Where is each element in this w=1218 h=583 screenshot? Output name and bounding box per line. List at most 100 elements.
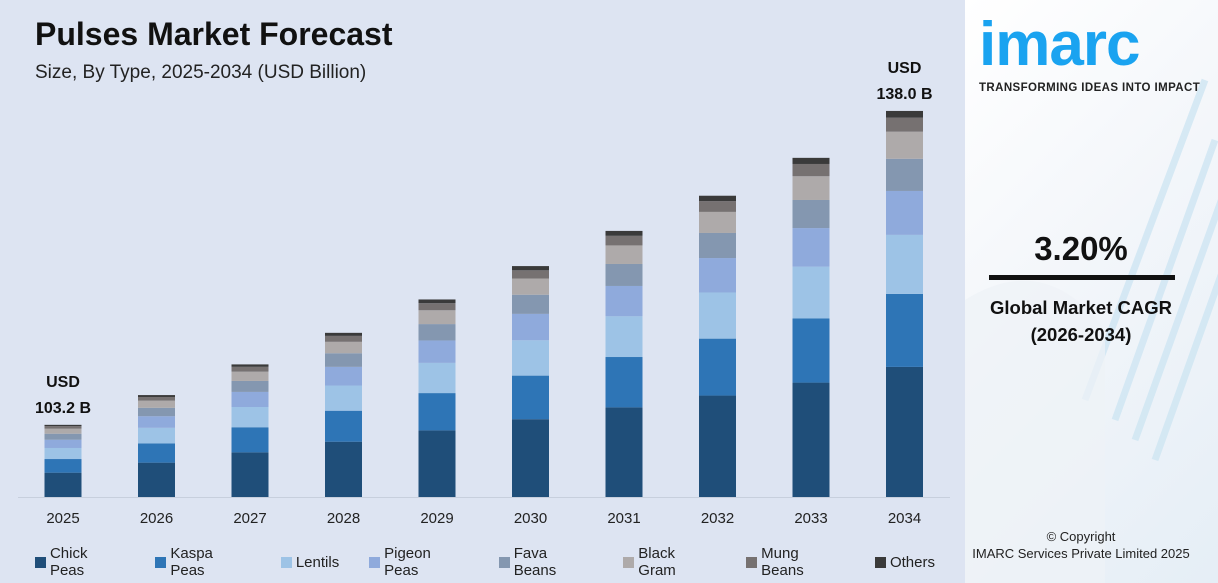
bar-segment-lentils-2029	[418, 362, 456, 394]
bar-segment-black-gram-2033	[792, 176, 830, 200]
bar-segment-mung-beans-2030	[512, 270, 549, 279]
bar-segment-lentils-2027	[231, 406, 269, 428]
legend-label: Black Gram	[638, 545, 676, 579]
cagr-divider	[989, 275, 1175, 280]
total-label-value: 138.0 B	[876, 86, 932, 103]
bar-segment-kaspa-peas-2032	[699, 338, 736, 396]
bar-segment-pigeon-peas-2032	[699, 258, 736, 293]
bar-segment-pigeon-peas-2027	[231, 391, 269, 407]
bar-segment-mung-beans-2028	[325, 335, 362, 342]
legend-label: Pigeon Peas	[384, 545, 431, 579]
imarc-logo: imarc TRANSFORMING IDEAS INTO IMPACT	[979, 10, 1209, 95]
legend-swatch	[369, 556, 381, 568]
copyright-company: IMARC Services Private Limited 2025	[972, 546, 1190, 561]
bar-segment-pigeon-peas-2034	[886, 190, 923, 235]
bar-segment-chick-peas-2030	[512, 419, 549, 497]
copyright-symbol-text: © Copyright	[1046, 529, 1116, 544]
x-tick-label: 2028	[327, 510, 360, 527]
x-tick-label: 2027	[233, 510, 266, 527]
bar-segment-kaspa-peas-2025	[44, 459, 82, 473]
bar-segment-mung-beans-2026	[138, 396, 175, 401]
cagr-label-line2: (2026-2034)	[1030, 324, 1132, 345]
legend-swatch	[155, 556, 167, 568]
legend-swatch	[623, 556, 635, 568]
x-tick-label: 2034	[888, 510, 921, 527]
bar-segment-pigeon-peas-2033	[792, 228, 830, 267]
bar-segment-kaspa-peas-2028	[325, 410, 362, 442]
copyright: © Copyright IMARC Services Private Limit…	[965, 528, 1197, 562]
bar-segment-kaspa-peas-2027	[231, 427, 269, 453]
bar-segment-fava-beans-2026	[138, 407, 175, 417]
bar-segment-fava-beans-2033	[792, 199, 830, 229]
bar-segment-mung-beans-2027	[231, 366, 269, 372]
bar-segment-chick-peas-2027	[231, 452, 269, 497]
bar-segment-pigeon-peas-2029	[418, 340, 456, 363]
bar-segment-others-2030	[512, 266, 549, 271]
legend-item-mung-beans: Mung Beans	[746, 545, 845, 579]
bar-segment-fava-beans-2031	[605, 263, 643, 286]
bar-segment-kaspa-peas-2034	[886, 293, 923, 367]
legend-swatch	[874, 556, 886, 568]
bar-segment-lentils-2025	[44, 447, 82, 460]
bar-segment-chick-peas-2026	[138, 462, 175, 497]
bar-segment-mung-beans-2029	[418, 303, 456, 311]
bar-segment-pigeon-peas-2030	[512, 313, 549, 341]
bar-segment-mung-beans-2025	[44, 426, 82, 429]
legend-item-black-gram: Black Gram	[623, 545, 716, 579]
bar-segment-fava-beans-2032	[699, 232, 736, 259]
bar-segment-others-2026	[138, 395, 175, 397]
legend-item-kaspa-peas: Kaspa Peas	[155, 545, 250, 579]
legend-swatch	[35, 556, 46, 568]
bar-segment-mung-beans-2031	[605, 235, 643, 246]
bar-segment-fava-beans-2028	[325, 353, 362, 367]
legend-label: Others	[889, 553, 935, 571]
bar-segment-lentils-2032	[699, 292, 736, 339]
bar-segment-lentils-2033	[792, 266, 830, 319]
bar-segment-kaspa-peas-2031	[605, 357, 643, 408]
bar-segment-black-gram-2030	[512, 278, 549, 295]
bar-segment-others-2028	[325, 332, 362, 336]
bar-segment-mung-beans-2034	[886, 117, 923, 132]
bar-segment-chick-peas-2034	[886, 366, 923, 497]
bar-segment-fava-beans-2029	[418, 324, 456, 341]
bar-segment-chick-peas-2029	[418, 430, 456, 497]
bar-segment-black-gram-2032	[699, 211, 736, 233]
bar-segment-lentils-2030	[512, 340, 549, 376]
legend-item-pigeon-peas: Pigeon Peas	[369, 545, 469, 579]
total-label-currency: USD	[46, 374, 80, 391]
bar-segment-others-2032	[699, 195, 736, 202]
info-panel: imarc TRANSFORMING IDEAS INTO IMPACT 3.2…	[965, 0, 1218, 583]
bar-segment-pigeon-peas-2031	[605, 285, 643, 317]
logo-tagline: TRANSFORMING IDEAS INTO IMPACT	[979, 82, 1201, 94]
bar-segment-lentils-2028	[325, 385, 362, 411]
bar-segment-pigeon-peas-2026	[138, 416, 175, 428]
bar-segment-chick-peas-2028	[325, 441, 362, 497]
chart-panel: Pulses Market Forecast Size, By Type, 20…	[18, 16, 965, 579]
bar-segment-pigeon-peas-2028	[325, 366, 362, 386]
legend-label: Kaspa Peas	[170, 545, 213, 579]
x-tick-label: 2030	[514, 510, 547, 527]
bar-segment-fava-beans-2025	[44, 433, 82, 440]
legend-item-lentils: Lentils	[280, 545, 339, 579]
x-tick-label: 2026	[140, 510, 173, 527]
x-tick-label: 2025	[46, 510, 79, 527]
bar-segment-others-2033	[792, 157, 830, 164]
chart-legend: Chick Peas Kaspa Peas Lentils Pigeon Peas Fa…	[35, 545, 965, 579]
bar-segment-black-gram-2029	[418, 310, 456, 325]
legend-swatch	[746, 556, 758, 568]
cagr-value: 3.20%	[1034, 230, 1128, 267]
logo-text: imarc	[979, 10, 1140, 79]
bar-segment-black-gram-2028	[325, 341, 362, 354]
legend-swatch	[498, 556, 510, 568]
bar-segment-others-2029	[418, 299, 456, 304]
bar-segment-black-gram-2027	[231, 371, 269, 381]
bar-segment-others-2031	[605, 230, 643, 236]
bar-segment-chick-peas-2032	[699, 395, 736, 497]
bar-segment-kaspa-peas-2033	[792, 318, 830, 383]
bar-segment-fava-beans-2027	[231, 380, 269, 392]
bar-segment-mung-beans-2032	[699, 201, 736, 212]
bar-segment-others-2034	[886, 110, 923, 118]
bar-segment-lentils-2031	[605, 316, 643, 358]
bar-segment-pigeon-peas-2025	[44, 439, 82, 448]
cagr-label: Global Market CAGR (2026-2034)	[965, 294, 1197, 348]
